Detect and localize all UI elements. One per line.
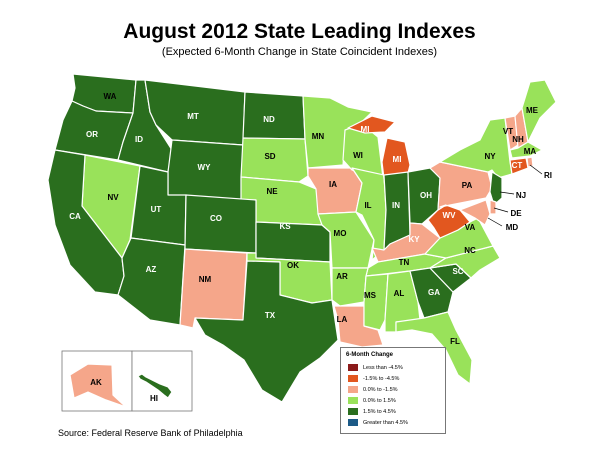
label-MI2: MI xyxy=(361,125,370,134)
state-labels: WA OR ID MT WY ND SD NE NV UT CO CA AZ N… xyxy=(69,92,552,403)
state-FL xyxy=(395,311,473,385)
label-WV: WV xyxy=(443,211,457,220)
legend-swatch xyxy=(348,397,358,404)
legend-swatch xyxy=(348,386,358,393)
label-MS: MS xyxy=(364,291,377,300)
label-MA: MA xyxy=(524,147,537,156)
label-KS: KS xyxy=(279,222,291,231)
label-FL: FL xyxy=(450,337,460,346)
label-NV: NV xyxy=(107,193,119,202)
map-subtitle: (Expected 6-Month Change in State Coinci… xyxy=(161,46,438,58)
label-KY: KY xyxy=(408,235,420,244)
state-AZ xyxy=(117,237,186,326)
label-PA: PA xyxy=(462,181,473,190)
label-AL: AL xyxy=(394,289,405,298)
label-OH: OH xyxy=(420,191,432,200)
state-NJ xyxy=(489,171,503,206)
label-MN: MN xyxy=(312,132,325,141)
legend: 6-Month Change Less than -4.5% -1.5% to … xyxy=(340,347,446,434)
legend-swatch xyxy=(348,408,358,415)
label-IN: IN xyxy=(392,201,400,210)
label-IA: IA xyxy=(329,180,337,189)
label-VT: VT xyxy=(503,127,513,136)
label-GA: GA xyxy=(428,288,440,297)
label-CO: CO xyxy=(210,214,222,223)
label-ME: ME xyxy=(526,106,539,115)
label-MO: MO xyxy=(334,229,347,238)
label-leader-lines xyxy=(487,164,543,227)
legend-item: 0.0% to -1.5% xyxy=(348,384,445,395)
label-MI: MI xyxy=(393,155,402,164)
state-CT xyxy=(509,157,529,175)
legend-item: Greater than 4.5% xyxy=(348,417,445,428)
label-AK: AK xyxy=(90,378,102,387)
state-DE xyxy=(489,199,497,215)
label-NY: NY xyxy=(484,152,496,161)
label-AR: AR xyxy=(336,272,348,281)
state-NC xyxy=(429,245,501,279)
label-SC: SC xyxy=(452,267,463,276)
state-SD xyxy=(240,137,309,183)
source-note: Source: Federal Reserve Bank of Philadel… xyxy=(58,428,243,438)
state-MD xyxy=(459,199,491,226)
legend-item: Less than -4.5% xyxy=(348,362,445,373)
state-RI xyxy=(526,156,534,168)
state-WV xyxy=(427,204,471,239)
legend-item: 1.5% to 4.5% xyxy=(348,406,445,417)
legend-swatch xyxy=(348,364,358,371)
label-ID: ID xyxy=(135,135,143,144)
label-NH: NH xyxy=(512,135,524,144)
label-MD: MD xyxy=(506,223,519,232)
state-NM xyxy=(179,248,248,329)
legend-swatch xyxy=(348,375,358,382)
label-DE: DE xyxy=(510,209,522,218)
label-MT: MT xyxy=(187,112,199,121)
label-HI: HI xyxy=(150,394,158,403)
state-AK xyxy=(69,363,127,408)
legend-label: -1.5% to -4.5% xyxy=(363,375,400,382)
legend-item: 0.0% to 1.5% xyxy=(348,395,445,406)
label-WI: WI xyxy=(353,151,363,160)
label-CA: CA xyxy=(69,212,81,221)
label-TX: TX xyxy=(265,311,276,320)
state-MI2 xyxy=(347,115,396,134)
label-SD: SD xyxy=(264,152,275,161)
legend-item: -1.5% to -4.5% xyxy=(348,373,445,384)
label-RI: RI xyxy=(544,171,552,180)
state-KS xyxy=(255,221,331,263)
label-UT: UT xyxy=(151,205,162,214)
label-AZ: AZ xyxy=(146,265,157,274)
label-NM: NM xyxy=(199,275,212,284)
map-title: August 2012 State Leading Indexes xyxy=(123,20,476,43)
legend-label: Less than -4.5% xyxy=(363,364,403,371)
state-MA xyxy=(509,141,543,159)
label-ND: ND xyxy=(263,115,275,124)
hawaii-inset xyxy=(131,350,193,412)
legend-title: 6-Month Change xyxy=(346,352,393,358)
label-OK: OK xyxy=(287,261,299,270)
label-NE: NE xyxy=(266,187,278,196)
legend-label: 0.0% to 1.5% xyxy=(363,397,396,404)
state-CO xyxy=(184,194,257,254)
legend-swatch xyxy=(348,419,358,426)
state-HI xyxy=(137,373,173,399)
label-VA: VA xyxy=(465,223,476,232)
label-NC: NC xyxy=(464,246,476,255)
label-NJ: NJ xyxy=(516,191,526,200)
legend-label: Greater than 4.5% xyxy=(363,419,408,426)
label-WY: WY xyxy=(198,163,212,172)
legend-label: 1.5% to 4.5% xyxy=(363,408,396,415)
state-TX xyxy=(194,260,339,403)
label-CT: CT xyxy=(512,161,523,170)
legend-label: 0.0% to -1.5% xyxy=(363,386,398,393)
label-WA: WA xyxy=(104,92,117,101)
label-LA: LA xyxy=(337,315,348,324)
label-TN: TN xyxy=(399,258,410,267)
label-IL: IL xyxy=(364,201,371,210)
label-OR: OR xyxy=(86,130,98,139)
